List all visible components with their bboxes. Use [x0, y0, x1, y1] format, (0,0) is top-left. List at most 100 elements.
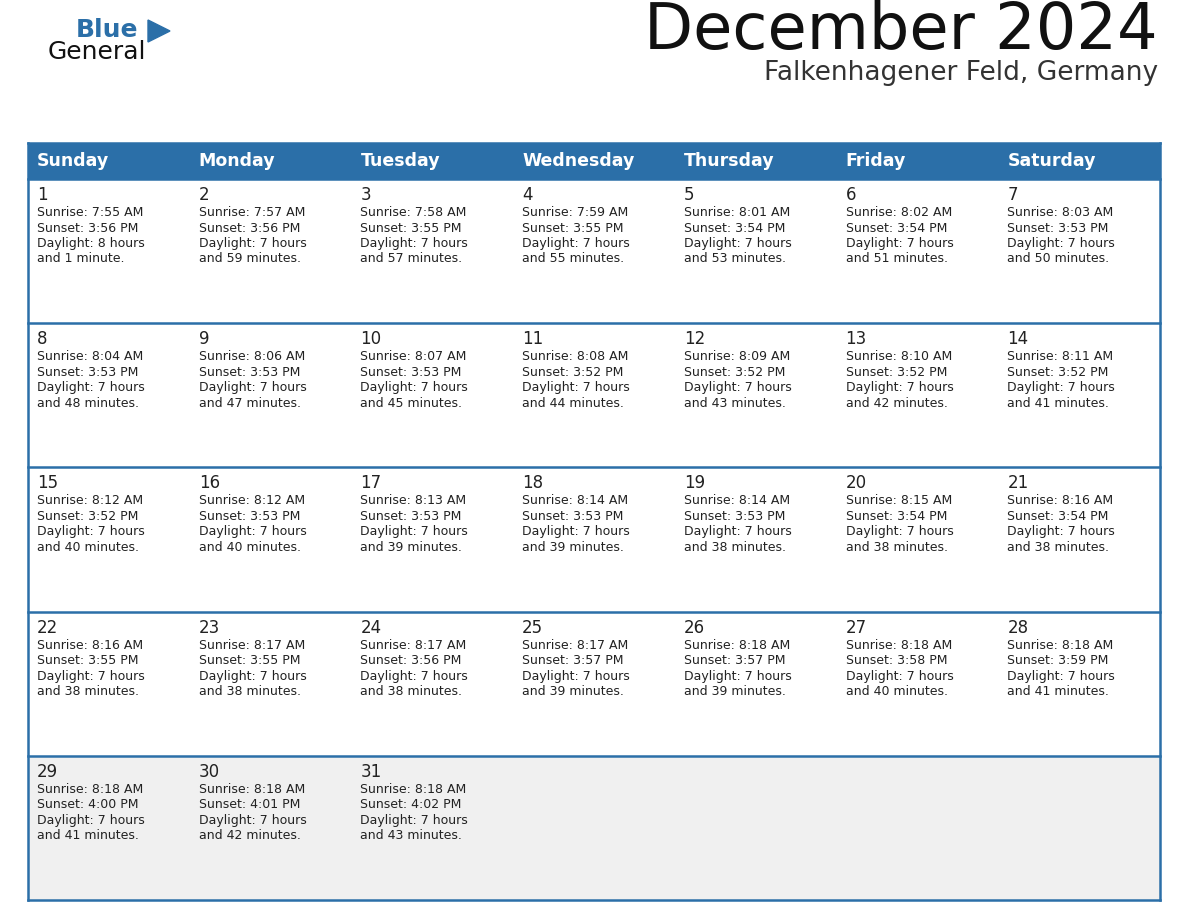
Text: Sunrise: 8:16 AM: Sunrise: 8:16 AM [1007, 495, 1113, 508]
Text: 23: 23 [198, 619, 220, 636]
Text: and 47 minutes.: and 47 minutes. [198, 397, 301, 409]
Text: and 42 minutes.: and 42 minutes. [198, 829, 301, 843]
Text: Daylight: 8 hours: Daylight: 8 hours [37, 237, 145, 250]
Text: Falkenhagener Feld, Germany: Falkenhagener Feld, Germany [764, 60, 1158, 86]
Text: 28: 28 [1007, 619, 1029, 636]
Text: Sunrise: 8:13 AM: Sunrise: 8:13 AM [360, 495, 467, 508]
Text: 31: 31 [360, 763, 381, 781]
Text: 6: 6 [846, 186, 857, 204]
Text: 30: 30 [198, 763, 220, 781]
Text: and 39 minutes.: and 39 minutes. [360, 541, 462, 554]
Text: and 41 minutes.: and 41 minutes. [37, 829, 139, 843]
Text: Sunrise: 8:17 AM: Sunrise: 8:17 AM [523, 639, 628, 652]
Text: Sunrise: 7:59 AM: Sunrise: 7:59 AM [523, 206, 628, 219]
Text: Daylight: 7 hours: Daylight: 7 hours [1007, 381, 1116, 394]
Text: Sunrise: 8:14 AM: Sunrise: 8:14 AM [684, 495, 790, 508]
Text: Daylight: 7 hours: Daylight: 7 hours [37, 813, 145, 827]
Text: Sunset: 3:54 PM: Sunset: 3:54 PM [846, 509, 947, 523]
Text: Daylight: 7 hours: Daylight: 7 hours [684, 525, 791, 538]
Text: Daylight: 7 hours: Daylight: 7 hours [360, 237, 468, 250]
Text: 29: 29 [37, 763, 58, 781]
Text: 17: 17 [360, 475, 381, 492]
Text: and 45 minutes.: and 45 minutes. [360, 397, 462, 409]
Text: Sunrise: 7:55 AM: Sunrise: 7:55 AM [37, 206, 144, 219]
Text: and 39 minutes.: and 39 minutes. [523, 541, 624, 554]
Text: and 41 minutes.: and 41 minutes. [1007, 397, 1110, 409]
Text: December 2024: December 2024 [644, 0, 1158, 62]
Text: 11: 11 [523, 330, 543, 348]
Text: Sunrise: 8:14 AM: Sunrise: 8:14 AM [523, 495, 628, 508]
Polygon shape [148, 20, 170, 42]
Text: and 40 minutes.: and 40 minutes. [198, 541, 301, 554]
Text: Sunrise: 8:11 AM: Sunrise: 8:11 AM [1007, 350, 1113, 364]
Text: Sunrise: 8:10 AM: Sunrise: 8:10 AM [846, 350, 952, 364]
Text: Daylight: 7 hours: Daylight: 7 hours [846, 237, 953, 250]
Text: 22: 22 [37, 619, 58, 636]
Text: Sunset: 3:55 PM: Sunset: 3:55 PM [360, 221, 462, 234]
Text: Blue: Blue [76, 18, 139, 42]
Text: 21: 21 [1007, 475, 1029, 492]
Text: 16: 16 [198, 475, 220, 492]
Text: Friday: Friday [846, 152, 906, 170]
Text: Wednesday: Wednesday [523, 152, 634, 170]
Text: Sunset: 3:53 PM: Sunset: 3:53 PM [684, 509, 785, 523]
Text: 4: 4 [523, 186, 532, 204]
Text: Sunset: 3:53 PM: Sunset: 3:53 PM [523, 509, 624, 523]
Text: Sunrise: 8:08 AM: Sunrise: 8:08 AM [523, 350, 628, 364]
Text: Daylight: 7 hours: Daylight: 7 hours [37, 381, 145, 394]
Text: Daylight: 7 hours: Daylight: 7 hours [198, 381, 307, 394]
Text: Sunset: 4:01 PM: Sunset: 4:01 PM [198, 799, 301, 812]
Text: and 48 minutes.: and 48 minutes. [37, 397, 139, 409]
Text: Sunrise: 8:12 AM: Sunrise: 8:12 AM [37, 495, 143, 508]
Text: 5: 5 [684, 186, 694, 204]
Text: Sunset: 3:54 PM: Sunset: 3:54 PM [1007, 509, 1108, 523]
Text: Sunrise: 8:18 AM: Sunrise: 8:18 AM [360, 783, 467, 796]
Text: and 42 minutes.: and 42 minutes. [846, 397, 948, 409]
Text: Daylight: 7 hours: Daylight: 7 hours [684, 237, 791, 250]
Text: and 1 minute.: and 1 minute. [37, 252, 125, 265]
Text: Sunset: 3:52 PM: Sunset: 3:52 PM [684, 365, 785, 379]
Text: Sunset: 3:53 PM: Sunset: 3:53 PM [1007, 221, 1108, 234]
Text: and 51 minutes.: and 51 minutes. [846, 252, 948, 265]
Text: Sunrise: 8:18 AM: Sunrise: 8:18 AM [846, 639, 952, 652]
Text: Tuesday: Tuesday [360, 152, 440, 170]
Text: and 50 minutes.: and 50 minutes. [1007, 252, 1110, 265]
Text: 7: 7 [1007, 186, 1018, 204]
Text: Sunset: 3:52 PM: Sunset: 3:52 PM [37, 509, 138, 523]
Text: Daylight: 7 hours: Daylight: 7 hours [1007, 669, 1116, 683]
Text: Sunrise: 8:15 AM: Sunrise: 8:15 AM [846, 495, 952, 508]
Text: and 53 minutes.: and 53 minutes. [684, 252, 785, 265]
Text: Sunrise: 8:17 AM: Sunrise: 8:17 AM [198, 639, 305, 652]
Text: and 41 minutes.: and 41 minutes. [1007, 685, 1110, 698]
Text: and 38 minutes.: and 38 minutes. [198, 685, 301, 698]
Text: and 39 minutes.: and 39 minutes. [523, 685, 624, 698]
Text: Sunset: 3:55 PM: Sunset: 3:55 PM [198, 655, 301, 667]
Text: Sunrise: 8:01 AM: Sunrise: 8:01 AM [684, 206, 790, 219]
Text: Sunset: 3:53 PM: Sunset: 3:53 PM [360, 509, 462, 523]
Text: and 38 minutes.: and 38 minutes. [37, 685, 139, 698]
Text: Sunrise: 8:18 AM: Sunrise: 8:18 AM [684, 639, 790, 652]
Text: Sunset: 3:52 PM: Sunset: 3:52 PM [523, 365, 624, 379]
Text: and 38 minutes.: and 38 minutes. [360, 685, 462, 698]
Text: Sunrise: 8:02 AM: Sunrise: 8:02 AM [846, 206, 952, 219]
Text: Sunset: 3:53 PM: Sunset: 3:53 PM [37, 365, 138, 379]
Text: 9: 9 [198, 330, 209, 348]
Text: Sunrise: 7:58 AM: Sunrise: 7:58 AM [360, 206, 467, 219]
Text: and 38 minutes.: and 38 minutes. [684, 541, 785, 554]
Text: Daylight: 7 hours: Daylight: 7 hours [846, 669, 953, 683]
Text: 14: 14 [1007, 330, 1029, 348]
Text: Daylight: 7 hours: Daylight: 7 hours [37, 669, 145, 683]
Text: Sunset: 3:54 PM: Sunset: 3:54 PM [684, 221, 785, 234]
Text: Sunrise: 8:09 AM: Sunrise: 8:09 AM [684, 350, 790, 364]
Text: Sunset: 3:57 PM: Sunset: 3:57 PM [523, 655, 624, 667]
Text: Sunset: 3:56 PM: Sunset: 3:56 PM [198, 221, 301, 234]
Text: Sunset: 4:00 PM: Sunset: 4:00 PM [37, 799, 139, 812]
Text: and 44 minutes.: and 44 minutes. [523, 397, 624, 409]
Bar [29, 143, 1159, 179]
Text: Sunset: 3:54 PM: Sunset: 3:54 PM [846, 221, 947, 234]
Text: Daylight: 7 hours: Daylight: 7 hours [37, 525, 145, 538]
Text: Saturday: Saturday [1007, 152, 1095, 170]
Text: Sunset: 3:53 PM: Sunset: 3:53 PM [198, 365, 301, 379]
Bar [29, 467, 1159, 611]
Text: Daylight: 7 hours: Daylight: 7 hours [684, 381, 791, 394]
